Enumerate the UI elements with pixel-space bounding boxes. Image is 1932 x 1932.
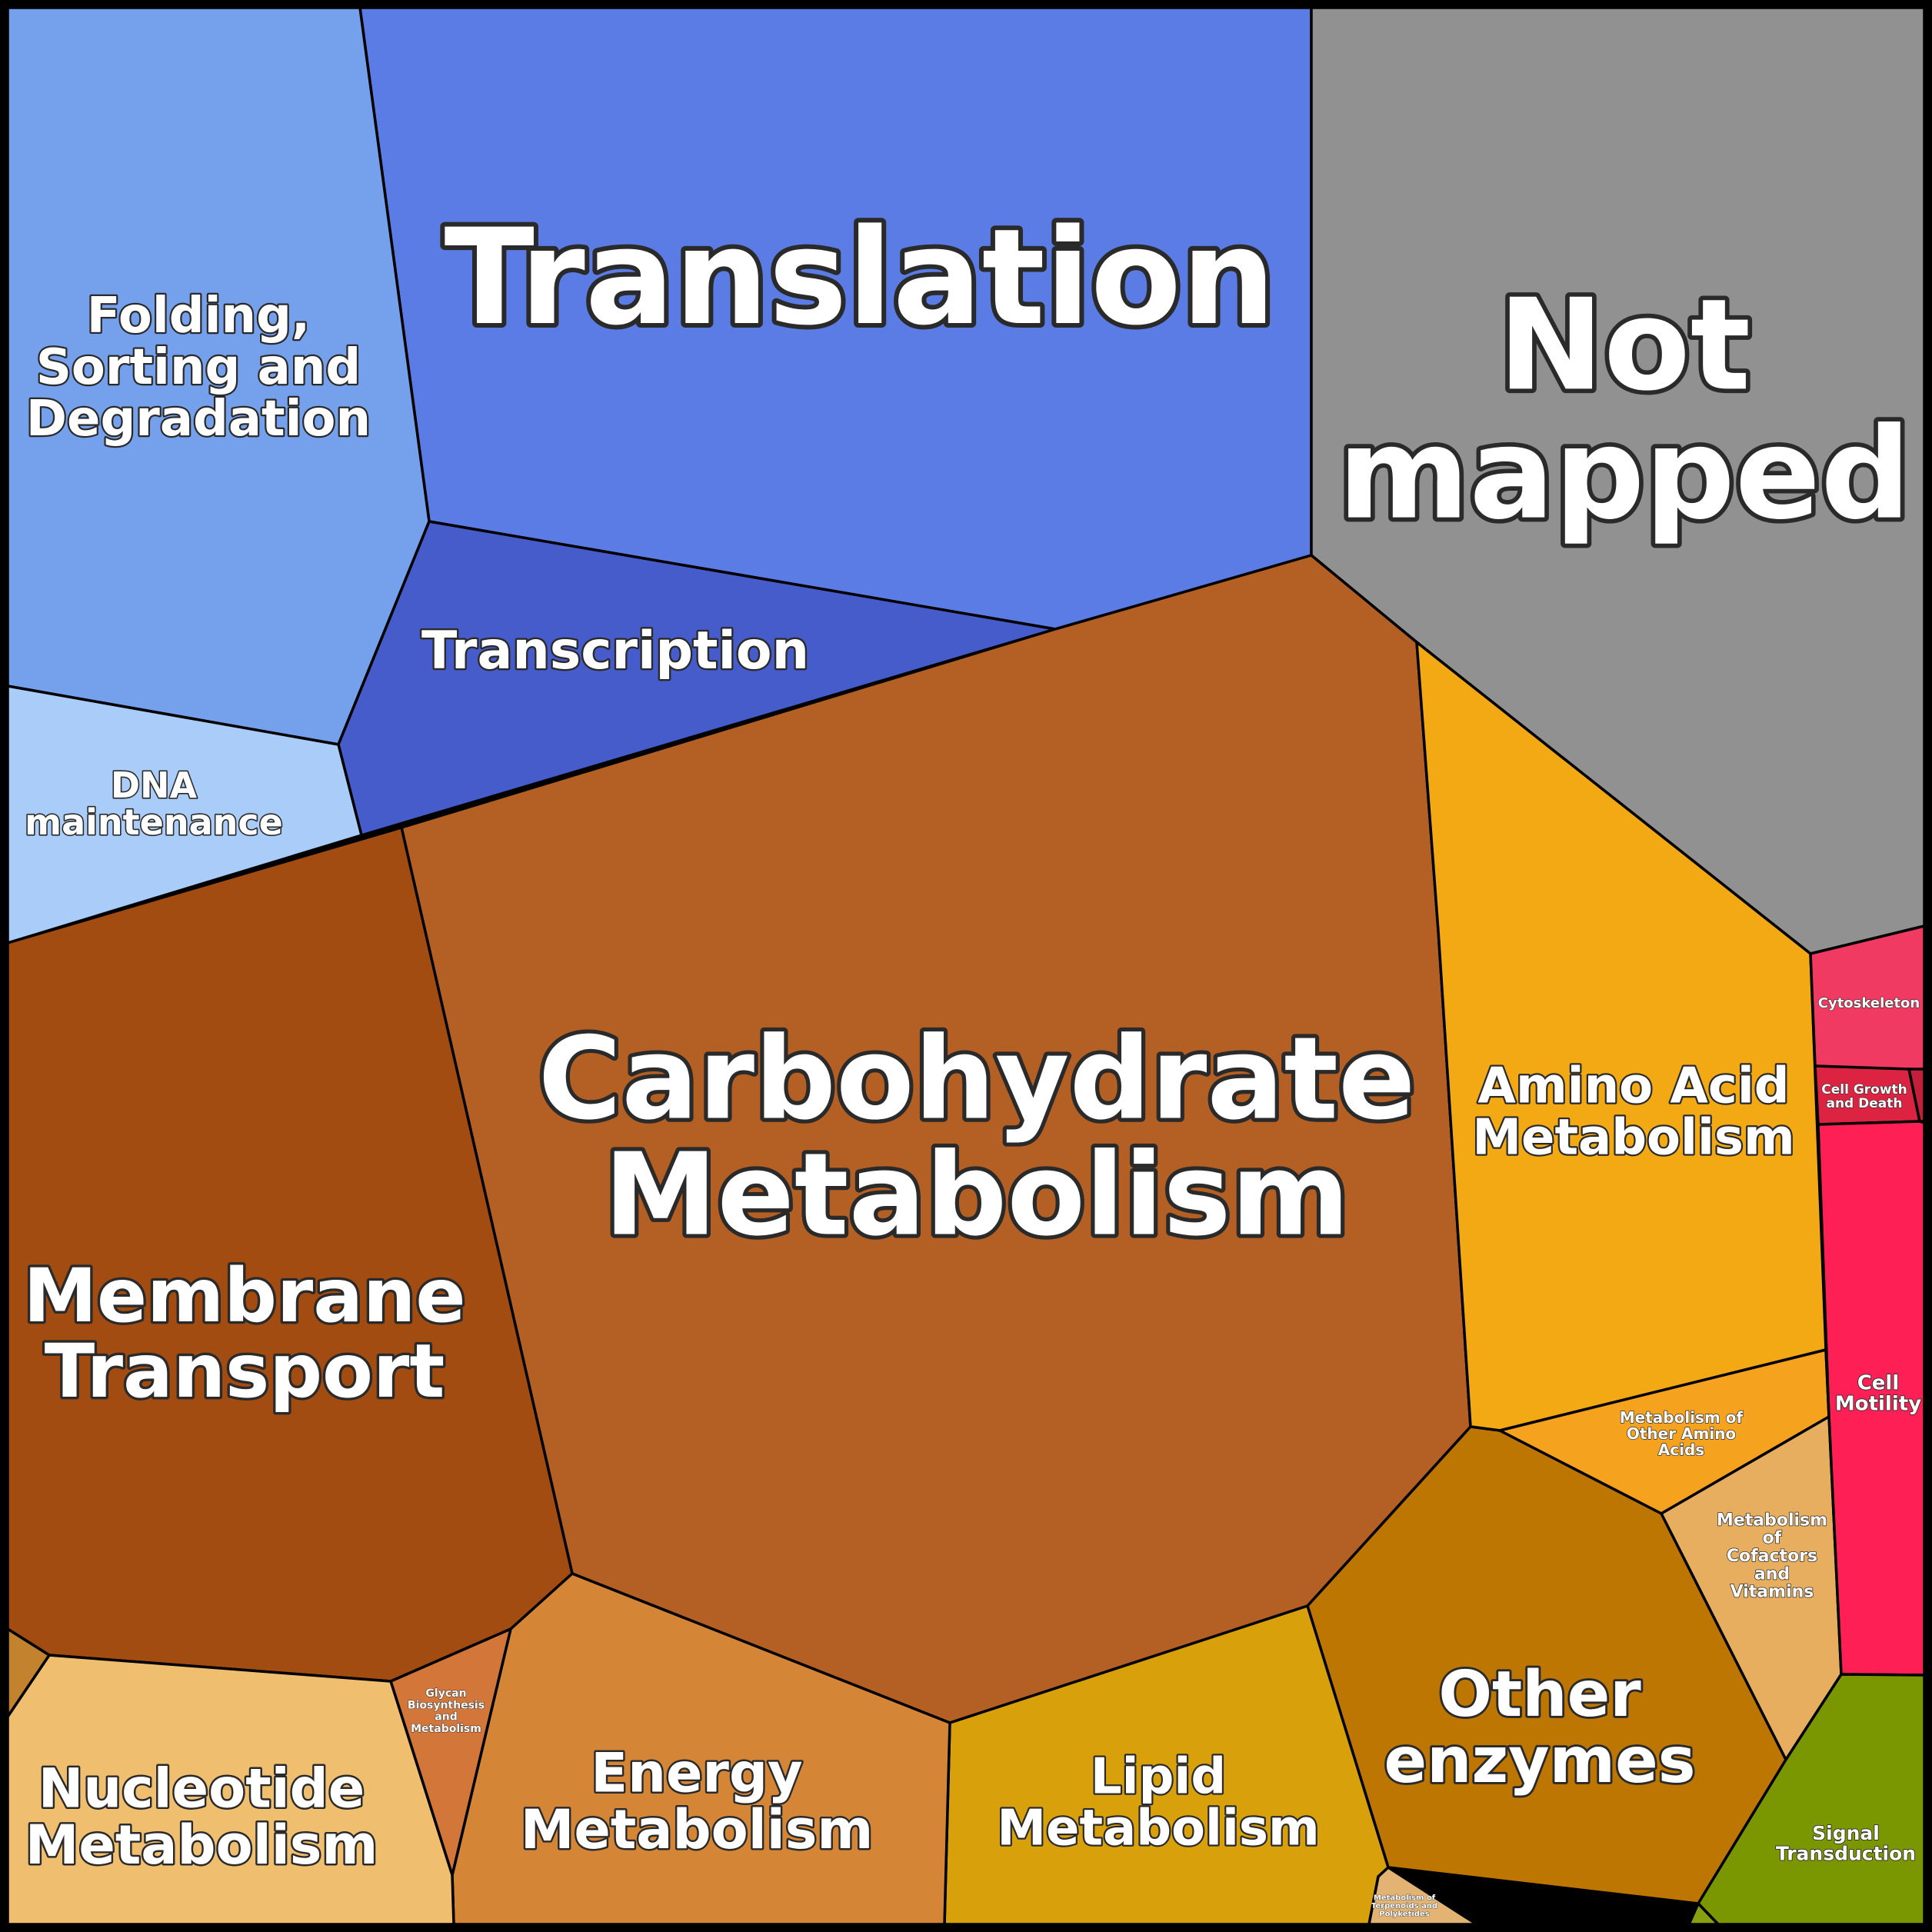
label-folding: Folding, Sorting and Degradation: [26, 288, 371, 448]
cell-signal-small: [1687, 1902, 1720, 1926]
labels-layer: Translation Not mapped Folding, Sorting and D…: [21, 195, 1922, 1918]
label-glycan-biosynthesis: Glycan Biosynthesis and Metabolism: [408, 1687, 485, 1735]
label-translation: Translation: [445, 200, 1276, 355]
label-cytoskeleton: Cytoskeleton: [1818, 995, 1920, 1011]
label-cell-growth-death: Cell Growth and Death: [1821, 1082, 1907, 1111]
label-transcription: Transcription: [421, 621, 809, 681]
label-cell-motility: Cell Motility: [1835, 1371, 1921, 1415]
label-not-mapped: Not mapped: [1338, 271, 1911, 547]
label-carbohydrate-metabolism: Carbohydrate Metabolism: [538, 1013, 1416, 1261]
cells-layer: [6, 6, 1926, 1926]
cell-terpenoids-polyketides: [1367, 1866, 1478, 1926]
label-other-enzymes: Other enzymes: [1384, 1657, 1695, 1797]
label-amino-acid-metabolism: Amino Acid Metabolism: [1472, 1058, 1794, 1166]
label-nucleotide-metabolism: Nucleotide Metabolism: [25, 1757, 378, 1877]
label-metabolism-cofactors-vitamins: Metabolism of Cofactors and Vitamins: [1717, 1511, 1827, 1601]
label-terpenoids-polyketides: Metabolism of Terpenoids and Polyketides: [1371, 1894, 1437, 1918]
cell-cell-small: [1907, 1068, 1926, 1123]
cell-dna-maintenance: [6, 685, 363, 944]
label-energy-metabolism: Energy Metabolism: [521, 1741, 874, 1861]
label-dna-maintenance: DNA maintenance: [25, 764, 283, 843]
label-metabolism-other-amino-acids: Metabolism of Other Amino Acids: [1620, 1408, 1744, 1459]
cell-xenobiotics: [6, 1627, 51, 1718]
label-signal-transduction: Signal Transduction: [1776, 1821, 1916, 1864]
label-membrane-transport: Membrane Transport: [24, 1253, 466, 1414]
label-lipid-metabolism: Lipid Metabolism: [997, 1748, 1319, 1857]
